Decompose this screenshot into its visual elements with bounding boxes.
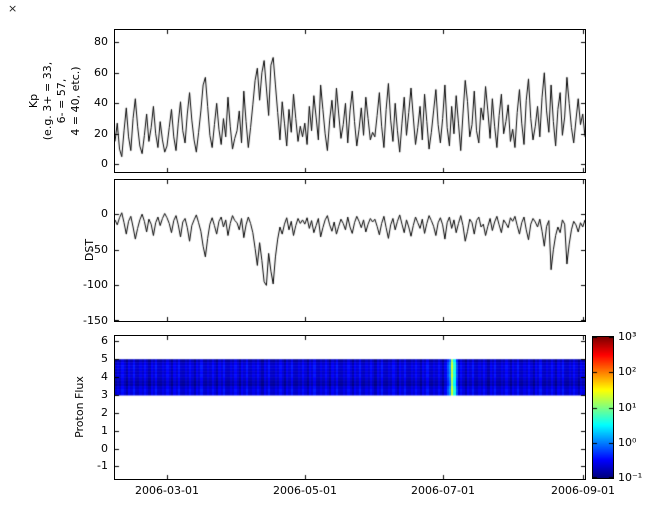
proton-flux-spectrogram-ytick-label: -1 (97, 459, 108, 472)
kp-panel (114, 29, 586, 173)
kp-index-ytick-label: 20 (94, 127, 108, 140)
kp-index-ytick-label: 60 (94, 66, 108, 79)
colorbar (592, 336, 614, 479)
kp-index-ytick-label: 0 (101, 157, 108, 170)
dst-index-ytick-label: 0 (101, 207, 108, 220)
proton-flux-spectrogram-ytick-label: 5 (101, 352, 108, 365)
dst-index-ytick-label: -50 (90, 243, 108, 256)
dst-index-ytick-label: -100 (83, 278, 108, 291)
kp-index-ytick-label: 40 (94, 96, 108, 109)
kp-plot-canvas (115, 30, 585, 172)
kp-index-ytick-label: 80 (94, 35, 108, 48)
dst-index-ytick-label: -150 (83, 314, 108, 327)
proton-flux-spectrogram-ytick-label: 3 (101, 388, 108, 401)
proton-flux-spectrogram-ytick-label: 4 (101, 370, 108, 383)
colorbar-canvas (593, 337, 613, 478)
dst-plot-canvas (115, 180, 585, 321)
proton-flux-spectrogram-ytick-label: 1 (101, 424, 108, 437)
x-tick-label: 2006-07-01 (411, 484, 475, 497)
proton-flux-spectrogram-ytick-label: 2 (101, 406, 108, 419)
colorbar-tick-label: 10³ (618, 330, 637, 343)
corner-x-mark: × (8, 2, 18, 15)
colorbar-tick-label: 10⁰ (618, 436, 637, 449)
dst-panel (114, 179, 586, 322)
x-tick-label: 2006-03-01 (135, 484, 199, 497)
proton-flux-spectrogram-canvas (115, 336, 585, 479)
proton-flux-spectrogram-ytick-label: 6 (101, 334, 108, 347)
colorbar-tick-label: 10⁻¹ (618, 471, 643, 484)
x-tick-label: 2006-09-01 (551, 484, 615, 497)
proton-flux-panel (114, 335, 586, 480)
x-tick-label: 2006-05-01 (273, 484, 337, 497)
colorbar-tick-label: 10² (618, 365, 637, 378)
proton-flux-spectrogram-ytick-label: 0 (101, 442, 108, 455)
colorbar-tick-label: 10¹ (618, 401, 637, 414)
